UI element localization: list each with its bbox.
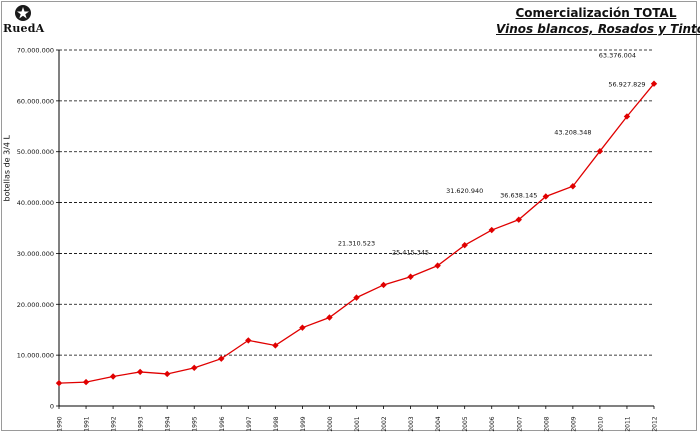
data-point	[461, 241, 468, 249]
x-tick-label: 1995	[192, 416, 199, 431]
data-label: 43.208.348	[554, 128, 591, 136]
chart-title-block: Comercialización TOTAL Vinos blancos, Ro…	[496, 5, 700, 37]
data-point	[82, 378, 90, 386]
x-tick-label: 1999	[300, 416, 307, 431]
data-point	[55, 379, 63, 387]
x-tick-label: 2010	[597, 416, 604, 431]
chart-subtitle: Vinos blancos, Rosados y Tintos	[496, 22, 700, 36]
data-point	[434, 262, 441, 269]
x-tick-label: 2009	[570, 416, 577, 431]
y-tick-label: 30.000.000	[17, 250, 54, 258]
x-tick-label: 1992	[111, 416, 118, 431]
x-tick-label: 2006	[489, 416, 496, 431]
logo	[15, 5, 31, 21]
data-point	[191, 364, 198, 372]
x-tick-label: 1990	[57, 416, 64, 431]
data-label: 31.620.940	[446, 187, 483, 195]
data-label: 21.310.523	[338, 240, 375, 248]
data-point	[650, 80, 658, 87]
y-tick-label: 60.000.000	[17, 97, 54, 105]
chart-title: Comercialización TOTAL	[515, 6, 677, 20]
data-point	[542, 193, 550, 200]
x-tick-label: 1997	[246, 416, 253, 431]
x-tick-label: 2007	[516, 416, 523, 431]
y-tick-label: 0	[50, 403, 54, 411]
data-point	[299, 324, 306, 331]
data-point	[109, 373, 117, 380]
x-tick-label: 1993	[138, 416, 145, 431]
data-point	[596, 148, 604, 155]
x-tick-label: 2000	[327, 416, 334, 431]
data-point	[272, 342, 279, 349]
x-tick-label: 2011	[624, 416, 631, 431]
data-point	[326, 314, 333, 321]
data-label: 63.376.004	[599, 52, 636, 60]
data-label: 25.415.345	[392, 249, 429, 257]
x-tick-label: 2001	[354, 416, 361, 431]
y-tick-label: 10.000.000	[17, 352, 54, 360]
x-tick-label: 1998	[273, 416, 280, 431]
data-point	[353, 294, 360, 301]
data-point	[488, 226, 495, 234]
y-tick-label: 50.000.000	[17, 148, 54, 156]
data-point	[515, 216, 522, 223]
x-tick-label: 1994	[165, 416, 172, 431]
logo-text: RuedA	[3, 22, 45, 35]
x-tick-label: 2004	[435, 416, 442, 431]
y-tick-label: 20.000.000	[17, 301, 54, 309]
data-point	[245, 337, 252, 344]
star-seal-icon	[15, 5, 31, 21]
data-point	[163, 370, 171, 378]
x-tick-label: 2003	[408, 416, 415, 431]
x-tick-label: 1996	[219, 416, 226, 431]
x-tick-label: 2005	[462, 416, 469, 431]
x-tick-label: 1991	[84, 416, 91, 431]
y-tick-label: 40.000.000	[17, 199, 54, 207]
data-label: 56.927.829	[608, 80, 645, 88]
data-point	[218, 355, 225, 362]
data-point	[136, 368, 144, 376]
data-point	[569, 183, 577, 190]
data-point	[623, 113, 631, 120]
x-tick-label: 2008	[543, 416, 550, 431]
data-point	[380, 281, 387, 289]
x-tick-label: 2012	[652, 416, 659, 431]
x-tick-label: 2002	[381, 416, 388, 431]
y-tick-label: 70.000.000	[17, 47, 54, 55]
data-label: 36.638.145	[500, 192, 537, 200]
data-point	[407, 273, 414, 280]
